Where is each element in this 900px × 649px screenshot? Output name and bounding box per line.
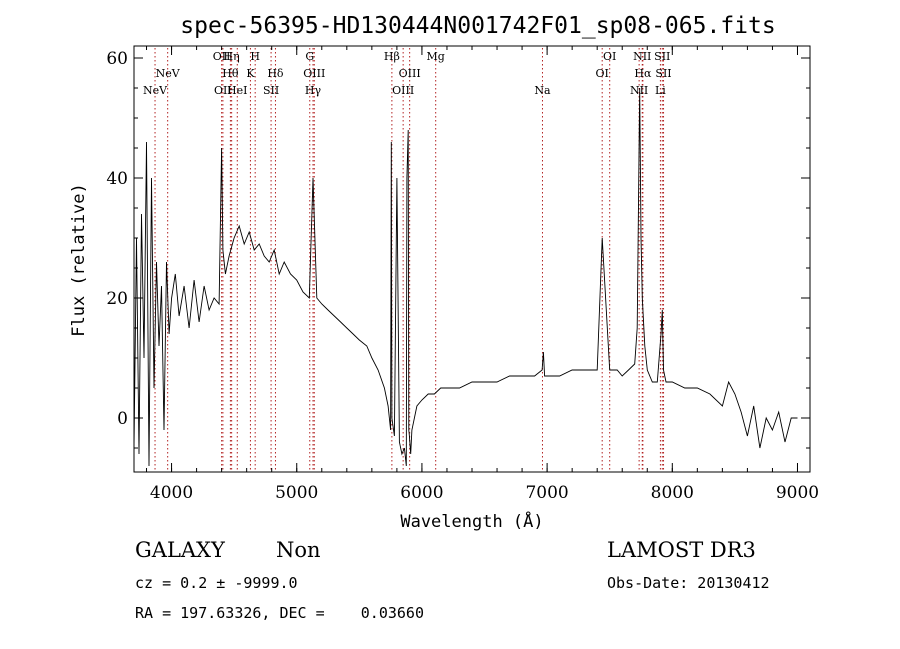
line-marker-label: K — [246, 67, 255, 80]
line-marker-label: Hδ — [267, 67, 284, 80]
plot-frame — [133, 45, 811, 473]
line-marker-label: Hθ — [222, 67, 239, 80]
line-markers — [154, 48, 665, 472]
x-tick-label: 7000 — [525, 483, 568, 503]
line-marker-label: H — [250, 50, 260, 63]
line-marker-label: SII — [263, 84, 279, 97]
line-marker-label: Mg — [427, 50, 445, 63]
line-marker-label: SII — [655, 67, 671, 80]
y-axis-label: Flux (relative) — [69, 183, 89, 337]
object-class: GALAXY — [135, 538, 225, 562]
y-tick-label: 40 — [106, 169, 128, 189]
line-marker-label: OIII — [303, 67, 325, 80]
survey-name: LAMOST DR3 — [607, 538, 756, 562]
x-tick-label: 8000 — [651, 483, 694, 503]
x-axis-ticks: 4000 5000 6000 7000 8000 9000 — [146, 46, 819, 503]
line-marker-label: OIII — [399, 67, 421, 80]
x-tick-label: 6000 — [400, 483, 443, 503]
line-marker-label: NeV — [143, 84, 168, 97]
line-marker-label: NeV — [156, 67, 181, 80]
y-tick-label: 0 — [117, 409, 128, 429]
line-marker-label: OII — [213, 50, 231, 63]
y-tick-label: 20 — [106, 289, 128, 309]
line-marker-label: Li — [655, 84, 666, 97]
x-tick-label: 9000 — [776, 483, 819, 503]
x-axis-label: Wavelength (Å) — [400, 510, 543, 532]
line-marker-label: Hβ — [384, 50, 400, 63]
chart-title: spec-56395-HD130444N001742F01_sp08-065.f… — [180, 13, 775, 39]
y-axis-ticks: 0 20 40 60 — [106, 49, 810, 449]
coordinates: RA = 197.63326, DEC = 0.03660 — [135, 604, 424, 622]
x-tick-label: 4000 — [150, 483, 193, 503]
observation-date: Obs-Date: 20130412 — [607, 574, 770, 592]
redshift-value: cz = 0.2 ± -9999.0 — [135, 574, 298, 592]
line-marker-label: NII — [630, 84, 648, 97]
line-marker-label: OI — [596, 67, 609, 80]
line-marker-label: SII — [654, 50, 670, 63]
x-tick-label: 5000 — [275, 483, 318, 503]
line-marker-label: Hα — [634, 67, 652, 80]
line-marker-label: Hγ — [305, 84, 322, 97]
line-marker-label: OI — [603, 50, 616, 63]
line-marker-label: OIII — [392, 84, 414, 97]
line-marker-label: OII — [214, 84, 232, 97]
line-marker-label: HeI — [227, 84, 247, 97]
line-marker-label: Na — [534, 84, 551, 97]
y-tick-label: 60 — [106, 49, 128, 69]
line-marker-label: G — [305, 50, 314, 63]
spectrum-line — [133, 87, 798, 467]
line-marker-label: NII — [633, 50, 651, 63]
object-subclass: Non — [276, 538, 321, 562]
line-marker-label: Hη — [224, 50, 240, 63]
